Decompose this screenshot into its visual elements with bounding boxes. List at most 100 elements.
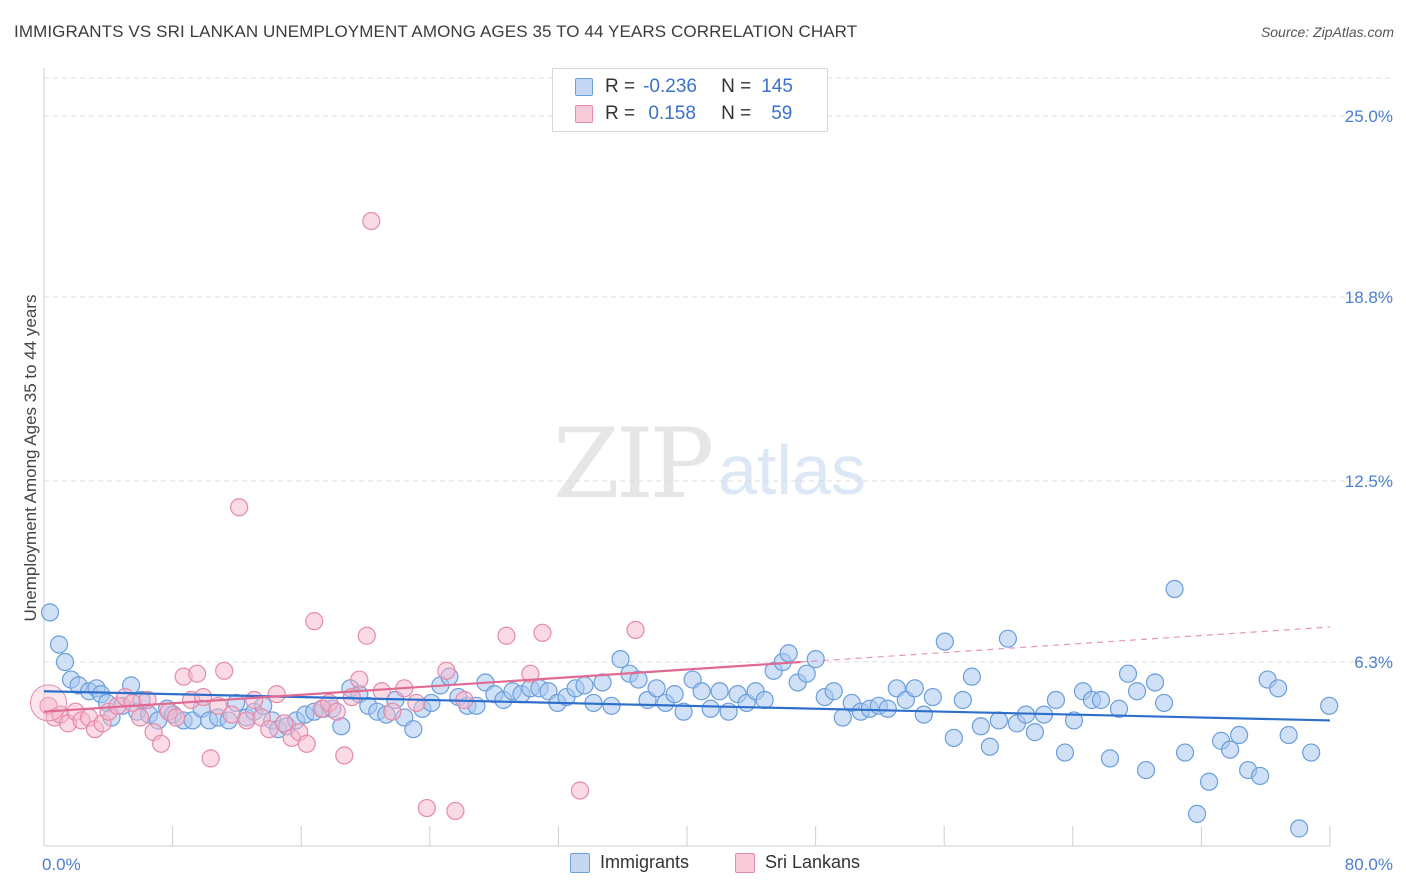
immigrants-point: [1302, 743, 1321, 762]
immigrants-point: [40, 603, 60, 622]
immigrants-point: [824, 682, 843, 701]
legend-row-immigrants: R = -0.236 N = 145: [575, 75, 793, 99]
watermark-atlas: atlas: [718, 431, 866, 509]
immigrants-point: [1251, 766, 1270, 786]
immigrants-point: [1279, 725, 1298, 745]
sri-lankans-point: [533, 623, 552, 642]
immigrants-point: [1127, 682, 1147, 701]
immigrants-point: [1064, 711, 1084, 730]
y-tick-label: 6.3%: [1354, 653, 1393, 672]
immigrants-point: [49, 635, 69, 654]
x-tick-label-min: 0.0%: [42, 855, 81, 874]
immigrants-point: [755, 690, 774, 710]
sri-lankans-point: [372, 682, 391, 701]
n-label: N =: [721, 103, 752, 124]
sri-lankans-point: [245, 690, 264, 710]
immigrants-point: [1025, 723, 1045, 742]
immigrants-point: [806, 650, 825, 669]
immigrants-point: [692, 682, 711, 701]
bottom-legend-immigrants: Immigrants: [570, 852, 689, 873]
sri-lankans-point: [327, 702, 346, 721]
immigrants-point: [1055, 743, 1075, 762]
sri-lankans-trend-line: [43, 660, 801, 713]
r-value-sri-lankans: 0.158: [643, 103, 696, 124]
immigrants-point: [1320, 696, 1339, 715]
sri-lankans-point: [570, 781, 590, 800]
sri-lankans-point: [237, 711, 256, 730]
sri-lankans-point: [437, 661, 456, 680]
immigrants-point: [779, 644, 798, 663]
immigrants-point: [1118, 664, 1138, 683]
immigrants-trend-line: [43, 690, 1331, 722]
immigrants-point: [914, 705, 933, 724]
sri-lankans-point: [215, 661, 234, 680]
trend-lines: [43, 626, 1331, 722]
immigrants-point: [905, 679, 924, 698]
r-label: R =: [605, 103, 636, 124]
legend-label-immigrants: Immigrants: [600, 852, 690, 872]
y-tick-label: 18.8%: [1345, 288, 1393, 307]
x-tick-label-max: 80.0%: [1345, 855, 1393, 874]
y-tick-label: 25.0%: [1345, 107, 1393, 126]
immigrants-point: [989, 711, 1008, 730]
immigrants-point: [1199, 772, 1219, 791]
immigrants-point: [665, 685, 684, 704]
sri-lankans-point: [357, 626, 376, 645]
immigrants-point: [1175, 743, 1195, 762]
immigrants-point: [962, 667, 981, 686]
sri-lankans-point: [130, 708, 150, 727]
sri-lankans-point: [267, 685, 286, 704]
sri-lankans-point: [230, 498, 249, 517]
immigrants-point: [935, 632, 954, 651]
y-axis-label: Unemployment Among Ages 35 to 44 years: [21, 295, 40, 622]
immigrants-point: [1046, 690, 1066, 710]
r-value-immigrants: -0.236: [643, 76, 697, 97]
sri-lankans-point: [152, 734, 171, 753]
immigrants-point: [1100, 749, 1120, 768]
immigrants-point: [710, 682, 729, 701]
watermark-zip: ZIP: [553, 408, 714, 520]
sri-lankans-point: [201, 749, 220, 768]
sri-lankans-point: [188, 664, 207, 683]
chart-title: IMMIGRANTS VS SRI LANKAN UNEMPLOYMENT AM…: [14, 22, 858, 41]
immigrants-point: [647, 679, 666, 698]
sri-lankans-point: [275, 714, 294, 733]
immigrants-point: [944, 728, 963, 748]
immigrants-point: [980, 737, 999, 756]
sri-lankans-swatch: [735, 852, 755, 873]
sri-lankans-point: [167, 708, 186, 727]
immigrants-point: [1221, 740, 1240, 759]
sri-lankans-point: [297, 734, 316, 753]
immigrants-point: [971, 717, 990, 736]
immigrants-swatch: [575, 78, 593, 96]
n-label: N =: [721, 76, 752, 97]
immigrants-point: [1145, 673, 1165, 692]
sri-lankans-points: [30, 211, 645, 821]
sri-lankans-point: [362, 211, 381, 231]
immigrants-point: [878, 699, 897, 718]
axes: [43, 68, 1331, 847]
grid-lines: [44, 77, 1392, 663]
immigrants-point: [575, 676, 594, 695]
y-tick-label: 12.5%: [1345, 472, 1393, 491]
r-label: R =: [605, 76, 636, 97]
sri-lankans-point: [350, 670, 369, 689]
bottom-legend-sri-lankans: Sri Lankans: [735, 852, 860, 873]
immigrants-point: [629, 670, 648, 689]
sri-lankans-point: [446, 801, 465, 821]
immigrants-point: [611, 650, 630, 669]
sri-lankans-point: [383, 702, 402, 721]
legend-label-sri-lankans: Sri Lankans: [765, 852, 861, 872]
immigrants-point: [1165, 579, 1184, 599]
sri-lankans-point: [626, 620, 645, 640]
sri-lankans-point: [497, 626, 516, 645]
immigrants-point: [674, 702, 693, 721]
immigrants-point: [1109, 699, 1129, 718]
sri-lankans-point: [305, 612, 324, 631]
immigrants-point: [1091, 690, 1111, 710]
immigrants-point: [1269, 679, 1288, 698]
immigrants-point: [1230, 725, 1249, 745]
immigrants-point: [404, 720, 423, 739]
immigrants-point: [797, 664, 816, 683]
